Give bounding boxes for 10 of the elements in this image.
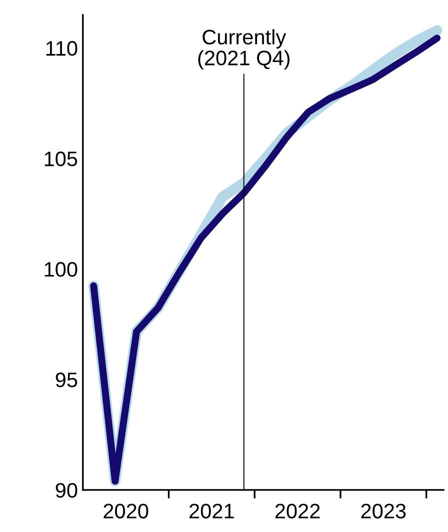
y-tick-label: 100 <box>44 262 78 277</box>
x-tick-label: 2023 <box>361 504 406 518</box>
y-tick-label: 110 <box>46 41 78 56</box>
x-tick-label: 2020 <box>104 504 148 518</box>
y-tick-label: 105 <box>44 152 78 166</box>
y-tick-label: 90 <box>56 482 78 498</box>
x-tick-label: 2022 <box>275 504 320 518</box>
ref-line-label: Currently (2021 Q4) <box>198 29 290 70</box>
y-tick-label: 95 <box>56 372 78 388</box>
x-tick-label: 2021 <box>190 504 234 518</box>
